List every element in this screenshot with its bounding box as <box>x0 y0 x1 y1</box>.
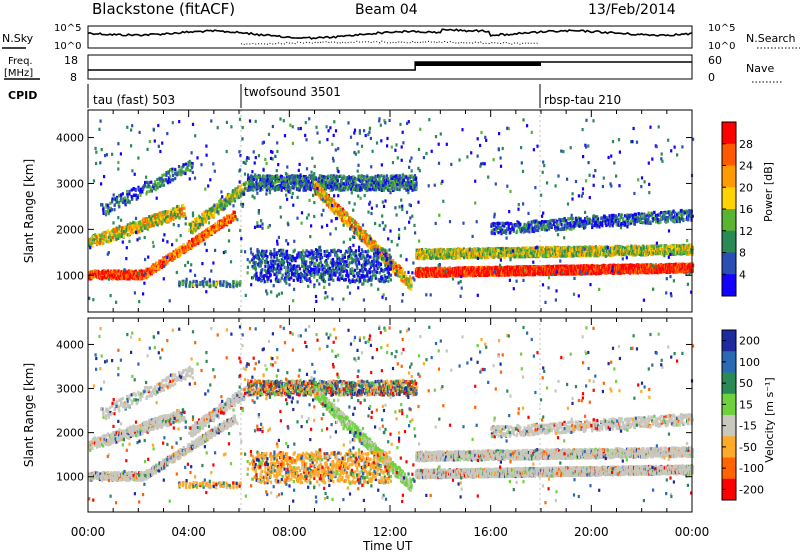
velocity-ylabel: Slant Range [km] <box>22 363 36 467</box>
y-tick-label: 2000 <box>56 427 84 440</box>
freq-panel: Freq. [MHz] 18 8 60 0 Nave <box>4 54 782 84</box>
velocity-panel: 1000 2000 3000 4000 00:00 04:00 08:00 12:00 16:… <box>22 317 776 553</box>
colorbar-swatch <box>722 436 736 458</box>
colorbar-tick: 28 <box>739 138 753 151</box>
nsky-label: N.Sky <box>2 32 34 45</box>
colorbar-tick: 20 <box>739 181 753 194</box>
colorbar-tick: 12 <box>739 225 753 238</box>
colorbar-swatch <box>722 393 736 416</box>
station-title: Blackstone (fitACF) <box>92 0 235 18</box>
cpid-mode-2: twofsound 3501 <box>244 85 341 99</box>
date-title: 13/Feb/2014 <box>588 2 676 18</box>
freq-tick-top: 18 <box>64 54 78 67</box>
x-tick-label: 20:00 <box>574 525 609 539</box>
velocity-x-ticks: 00:00 04:00 08:00 12:00 16:00 20:00 00:00 <box>71 318 710 539</box>
nsearch-series <box>240 40 540 46</box>
cpid-label: CPID <box>8 89 37 102</box>
colorbar-swatch <box>722 478 736 501</box>
freq-tick-bottom: 8 <box>70 71 77 84</box>
colorbar-swatch <box>722 165 736 188</box>
colorbar-tick: 100 <box>739 356 760 369</box>
y-tick-label: 3000 <box>56 383 84 396</box>
beam-title: Beam 04 <box>355 2 418 18</box>
cpid-mode-1: tau (fast) 503 <box>93 93 175 107</box>
nsky-series <box>87 28 693 40</box>
colorbar-tick: 16 <box>739 203 753 216</box>
nsearch-tick-top: 10^5 <box>708 23 735 34</box>
velocity-cbar-label: Velocity [m s⁻¹] <box>763 377 776 462</box>
y-tick-label: 4000 <box>56 338 84 351</box>
y-tick-label: 4000 <box>56 132 84 145</box>
velocity-y-axis: 1000 2000 3000 4000 <box>56 338 692 484</box>
colorbar-tick: 50 <box>739 377 753 390</box>
colorbar-tick: 4 <box>739 268 746 281</box>
colorbar-swatch <box>722 230 736 253</box>
colorbar-swatch <box>722 330 736 352</box>
y-tick-label: 2000 <box>56 223 84 236</box>
colorbar-swatch <box>722 274 736 297</box>
nave-tick-bottom: 0 <box>708 71 715 84</box>
y-tick-label: 1000 <box>56 471 84 484</box>
power-cbar-label: Power [dB] <box>762 162 775 222</box>
nsky-panel: N.Sky 10^5 10^0 10^5 10^0 N.Search <box>2 23 800 52</box>
velocity-colorbar: 200 100 50 15 -15 -50 -100 -200 <box>721 329 764 501</box>
colorbar-tick: -200 <box>739 483 764 496</box>
colorbar-swatch <box>722 143 736 166</box>
colorbar-swatch <box>722 372 736 395</box>
power-scatter <box>88 117 695 304</box>
colorbar-swatch <box>722 415 736 437</box>
x-tick-label: 12:00 <box>373 525 408 539</box>
nsearch-label: N.Search <box>746 32 796 45</box>
colorbar-swatch <box>722 209 736 232</box>
power-colorbar: 28 24 20 16 12 8 4 <box>721 121 753 297</box>
nsky-tick-top: 10^5 <box>54 23 81 34</box>
y-tick-label: 3000 <box>56 177 84 190</box>
colorbar-tick: -50 <box>739 441 757 454</box>
cpid-panel: CPID tau (fast) 503 twofsound 3501 rbsp-… <box>8 84 621 108</box>
power-ylabel: Slant Range [km] <box>22 159 36 263</box>
velocity-scatter <box>88 324 695 505</box>
freq-label: Freq. <box>8 56 33 67</box>
power-y-axis: 1000 2000 3000 4000 <box>56 132 692 282</box>
colorbar-swatch <box>722 457 736 480</box>
nsearch-tick-bottom: 10^0 <box>708 41 735 52</box>
freq-unit: [MHz] <box>4 68 33 79</box>
y-tick-label: 1000 <box>56 269 84 282</box>
x-tick-label: 00:00 <box>675 525 710 539</box>
colorbar-swatch <box>722 122 736 145</box>
freq-series <box>88 61 692 71</box>
x-tick-label: 04:00 <box>171 525 206 539</box>
colorbar-tick: 200 <box>739 335 760 348</box>
velocity-xlabel: Time UT <box>362 539 413 553</box>
power-x-ticks <box>87 110 693 312</box>
cpid-mode-3: rbsp-tau 210 <box>544 93 621 107</box>
nave-series <box>415 62 541 66</box>
colorbar-tick: -15 <box>739 420 757 433</box>
nave-label: Nave <box>746 62 774 75</box>
x-tick-label: 16:00 <box>473 525 508 539</box>
colorbar-swatch <box>722 187 736 210</box>
colorbar-tick: 15 <box>739 398 753 411</box>
nsky-tick-bottom: 10^0 <box>54 41 81 52</box>
x-tick-label: 08:00 <box>272 525 307 539</box>
colorbar-swatch <box>722 351 736 373</box>
colorbar-tick: -100 <box>739 462 764 475</box>
colorbar-swatch <box>722 252 736 275</box>
x-tick-label: 00:00 <box>71 525 106 539</box>
colorbar-tick: 8 <box>739 247 746 260</box>
power-panel: 1000 2000 3000 4000 Slant Range [km] 28 24 20… <box>22 109 775 313</box>
colorbar-tick: 24 <box>739 160 753 173</box>
nave-tick-top: 60 <box>708 54 722 67</box>
